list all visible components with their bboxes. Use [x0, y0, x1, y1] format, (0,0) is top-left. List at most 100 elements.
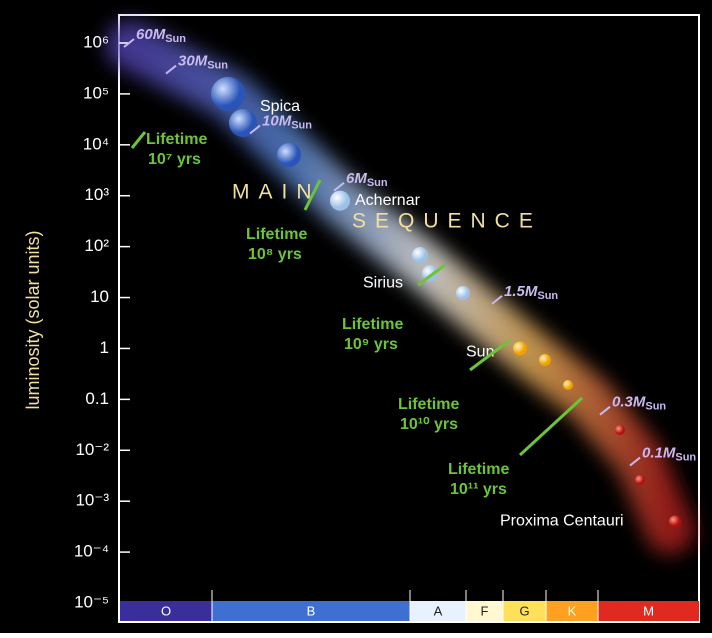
mass-unit-sub: Sun — [675, 451, 696, 463]
mass-unit: M — [195, 53, 208, 70]
y-tick-label: 10⁶ — [83, 32, 109, 51]
star-ball — [456, 286, 470, 300]
mass-marker — [629, 456, 641, 467]
star-ball — [412, 247, 428, 263]
lifetime-pointer — [303, 179, 322, 211]
mass-marker — [249, 124, 261, 135]
star-label: Achernar — [355, 192, 421, 209]
y-tick-label: 10⁴ — [83, 134, 109, 153]
x-tick-label: F — [481, 603, 489, 618]
mass-label: 10MSun — [262, 112, 312, 131]
lifetime-years: 10⁷ yrs — [148, 151, 201, 168]
star-label: Sirius — [363, 274, 403, 291]
mass-unit-sub: Sun — [367, 177, 388, 189]
star-label: Spica — [260, 98, 300, 115]
mass-label: 0.3MSun — [612, 394, 666, 413]
mass-marker — [333, 181, 345, 192]
star-ball — [229, 109, 257, 137]
mass-unit-sub: Sun — [645, 401, 666, 413]
mass-label: 60MSun — [136, 26, 186, 45]
x-tick-label: B — [307, 603, 316, 618]
mass-label: 1.5MSun — [504, 283, 558, 302]
plot-frame — [118, 14, 700, 623]
mass-unit-sub: Sun — [537, 290, 558, 302]
mass-marker — [491, 295, 503, 305]
star-ball — [539, 354, 551, 366]
x-tick-label: G — [519, 603, 529, 618]
lifetime-text: Lifetime — [342, 316, 403, 333]
y-tick-label: 10³ — [84, 185, 109, 204]
lifetime-pointer — [518, 396, 584, 457]
mass-label: 0.1MSun — [642, 445, 696, 464]
lifetime-pointer — [417, 263, 446, 287]
mass-unit-sub: Sun — [207, 60, 228, 72]
class-band — [120, 601, 212, 621]
y-tick-label: 10⁻⁴ — [74, 542, 109, 561]
lifetime-text: Lifetime — [448, 461, 509, 478]
lifetime-years: 10¹⁰ yrs — [400, 416, 458, 433]
y-tick-label: 10⁻² — [75, 440, 109, 459]
mass-number: 1.5 — [504, 283, 526, 300]
mass-unit: M — [279, 112, 292, 129]
star — [330, 190, 350, 211]
mass-label: 30MSun — [178, 53, 228, 72]
star-label: Sun — [466, 344, 494, 361]
x-tick-label: K — [568, 603, 577, 618]
mass-marker — [165, 64, 177, 75]
mass-number: 0.1 — [642, 445, 663, 462]
y-tick-label: 0.1 — [85, 389, 109, 408]
lifetime-text: Lifetime — [146, 131, 207, 148]
y-tick-label: 10 — [90, 287, 109, 306]
lifetime-text: Lifetime — [246, 226, 307, 243]
lifetime-years: 10⁸ yrs — [248, 246, 302, 263]
mass-number: 60 — [136, 26, 153, 43]
sequence-label: SEQUENCE — [352, 210, 542, 233]
lifetime-years: 10¹¹ yrs — [450, 481, 507, 498]
mass-unit-sub: Sun — [165, 33, 186, 45]
mass-marker — [123, 38, 135, 48]
star — [669, 515, 681, 528]
y-tick-label: 10² — [84, 236, 109, 255]
class-band — [503, 601, 546, 621]
star-ball — [635, 475, 645, 485]
lifetime-text: Lifetime — [398, 396, 459, 413]
class-band — [598, 601, 699, 621]
star-label: Proxima Centauri — [500, 513, 624, 530]
y-tick-label: 10⁻⁵ — [74, 592, 109, 611]
mass-unit: M — [633, 394, 646, 411]
mass-label: 6MSun — [346, 170, 388, 189]
y-axis-label: luminosity (solar units) — [23, 230, 43, 409]
star-ball — [615, 425, 625, 435]
y-tick-label: 10⁵ — [83, 83, 109, 102]
class-band — [212, 601, 410, 621]
mass-unit: M — [525, 283, 538, 300]
class-band — [466, 601, 503, 621]
star-ball — [277, 143, 301, 167]
sequence-label: MAIN — [232, 181, 321, 204]
mass-unit: M — [153, 26, 166, 43]
lifetime-pointer — [130, 131, 147, 149]
mass-number: 10 — [262, 112, 279, 129]
star — [211, 76, 245, 111]
lifetime-years: 10⁹ yrs — [344, 336, 398, 353]
decorative-stars — [229, 109, 645, 485]
mass-unit: M — [354, 170, 367, 187]
star-ball — [563, 380, 573, 390]
lifetime-pointer — [469, 338, 511, 372]
x-tick-label: M — [643, 603, 654, 618]
class-band — [410, 601, 466, 621]
star — [513, 341, 527, 356]
mass-marker — [599, 405, 611, 416]
mass-unit-sub: Sun — [291, 119, 312, 131]
y-tick-label: 1 — [100, 338, 109, 357]
y-tick-label: 10⁻³ — [75, 491, 109, 510]
mass-unit: M — [663, 445, 676, 462]
class-band — [546, 601, 598, 621]
mass-number: 0.3 — [612, 394, 634, 411]
x-tick-label: O — [161, 603, 171, 618]
x-tick-label: A — [434, 603, 443, 618]
mass-number: 30 — [178, 53, 195, 70]
mass-number: 6 — [346, 170, 355, 187]
